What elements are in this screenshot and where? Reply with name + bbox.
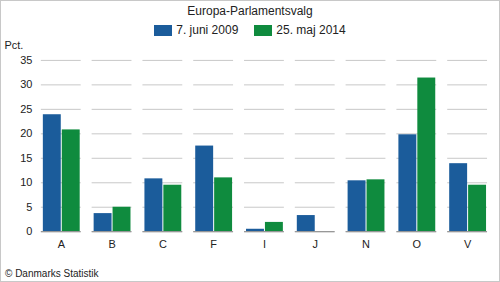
svg-text:N: N — [362, 238, 370, 250]
svg-text:V: V — [464, 238, 472, 250]
svg-text:10: 10 — [20, 176, 32, 188]
svg-text:J: J — [313, 238, 318, 250]
svg-text:F: F — [210, 238, 217, 250]
svg-text:Pct.: Pct. — [4, 39, 23, 51]
html-text:7. juni 2009: 7. juni 2009 — [176, 23, 239, 37]
svg-text:B: B — [108, 238, 115, 250]
svg-text:30: 30 — [20, 78, 32, 90]
svg-text:20: 20 — [20, 127, 32, 139]
html-text:25. maj 2014: 25. maj 2014 — [276, 23, 346, 37]
svg-text:25: 25 — [20, 103, 32, 115]
svg-text:A: A — [58, 238, 66, 250]
html-text:© Danmarks Statistik: © Danmarks Statistik — [5, 268, 99, 279]
svg-text:I: I — [263, 238, 266, 250]
svg-text:5: 5 — [26, 201, 32, 213]
svg-text:0: 0 — [26, 225, 32, 237]
svg-text:O: O — [413, 238, 422, 250]
svg-text:C: C — [159, 238, 167, 250]
html-text:Europa-Parlamentsvalg: Europa-Parlamentsvalg — [187, 4, 313, 18]
svg-text:35: 35 — [20, 54, 32, 66]
svg-text:15: 15 — [20, 152, 32, 164]
